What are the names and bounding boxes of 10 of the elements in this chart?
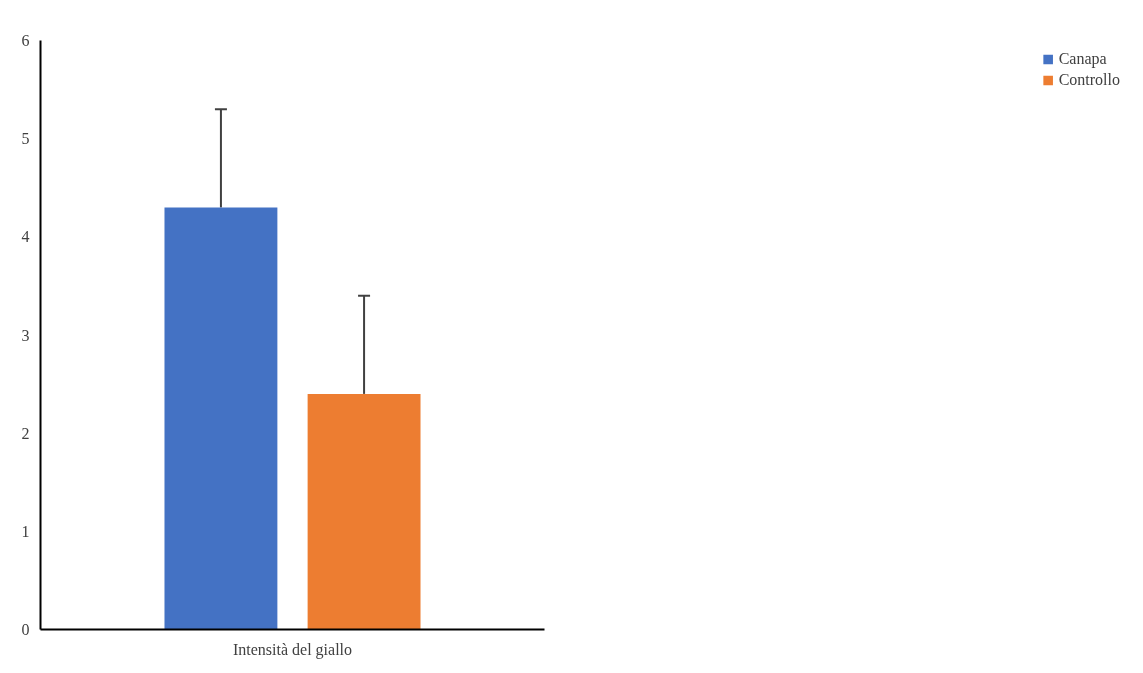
y-tick-label: 2 bbox=[21, 424, 30, 442]
y-tick-label: 1 bbox=[21, 522, 30, 540]
legend-label: Controllo bbox=[1058, 71, 1120, 89]
legend-label: Canapa bbox=[1058, 50, 1107, 68]
y-tick-label: 6 bbox=[21, 32, 30, 49]
y-tick-label: 3 bbox=[21, 326, 30, 344]
x-tick-label: Intensità del giallo bbox=[232, 640, 353, 659]
y-tick-label: 4 bbox=[21, 228, 30, 246]
y-tick-label: 5 bbox=[21, 130, 30, 148]
y-tick-label: 0 bbox=[21, 621, 30, 638]
